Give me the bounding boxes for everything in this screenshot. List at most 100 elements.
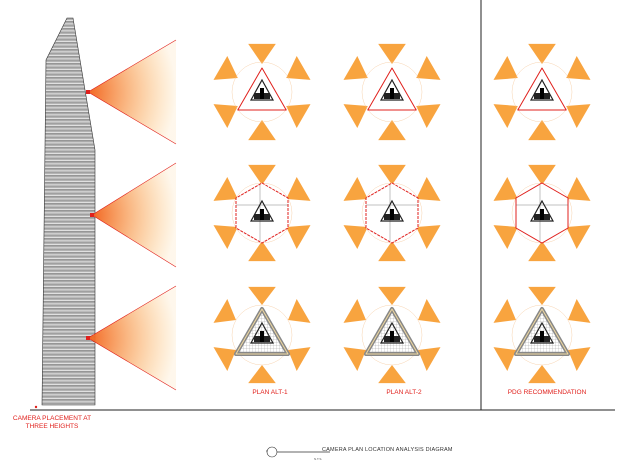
camera-cone <box>568 347 591 371</box>
view-circle <box>511 304 573 366</box>
building-core <box>529 321 555 344</box>
camera-view-cone <box>88 286 176 390</box>
camera-cone <box>528 43 556 64</box>
camera-view-edge <box>87 91 177 145</box>
view-circle <box>511 61 573 123</box>
camera-cone <box>213 299 236 323</box>
elevator-block <box>390 331 394 342</box>
camera-cone <box>343 177 368 201</box>
camera-cone <box>343 347 366 371</box>
view-circle <box>361 304 423 366</box>
camera-cone <box>213 347 236 371</box>
camera-cone <box>566 177 591 201</box>
camera-cone <box>213 104 238 128</box>
camera-cone <box>568 299 591 323</box>
rounded-floor-edge <box>365 308 419 355</box>
camera-cone <box>248 120 276 141</box>
elevator-block <box>540 331 544 342</box>
floor-plan <box>493 164 591 262</box>
camera-cone <box>566 56 591 80</box>
camera-cone <box>528 286 556 305</box>
elevator-block <box>390 88 394 99</box>
floor-plan <box>493 286 591 384</box>
camera-view-cone <box>88 40 176 144</box>
camera-cone <box>566 225 591 249</box>
camera-cone <box>493 56 518 80</box>
camera-cone <box>493 299 516 323</box>
camera-cone <box>528 365 556 384</box>
camera-cone <box>418 299 441 323</box>
column-label-alt2: PLAN ALT-2 <box>386 389 422 396</box>
camera-marker <box>86 90 90 94</box>
camera-cone <box>213 56 238 80</box>
floor-plan <box>213 286 311 384</box>
camera-cone <box>528 164 556 185</box>
camera-marker <box>90 213 94 217</box>
floor-plan <box>493 43 591 141</box>
camera-cone <box>493 347 516 371</box>
camera-cone <box>416 56 441 80</box>
camera-cone <box>416 177 441 201</box>
elevator-block <box>260 88 264 99</box>
rounded-floor-edge <box>235 308 289 355</box>
camera-cone <box>248 241 276 262</box>
camera-cone <box>528 241 556 262</box>
column-label-recommendation: PDG RECOMMENDATION <box>507 389 587 396</box>
camera-cone <box>378 286 406 305</box>
camera-cone <box>288 299 311 323</box>
camera-cone <box>248 365 276 384</box>
building-core <box>529 199 555 222</box>
building-core <box>249 78 275 101</box>
camera-cone <box>378 164 406 185</box>
camera-cone <box>493 177 518 201</box>
floor-plan <box>213 164 311 262</box>
camera-cone <box>343 299 366 323</box>
camera-cone <box>493 225 518 249</box>
camera-view-edge <box>91 162 177 216</box>
camera-cone <box>343 104 368 128</box>
view-circle <box>231 304 293 366</box>
camera-marker <box>86 336 90 340</box>
column-label-alt1: PLAN ALT-1 <box>252 389 288 396</box>
camera-cone <box>378 365 406 384</box>
camera-cone <box>248 164 276 185</box>
camera-cone <box>288 347 311 371</box>
camera-cone <box>528 120 556 141</box>
camera-cone <box>286 225 311 249</box>
camera-cone <box>416 225 441 249</box>
camera-cone <box>343 225 368 249</box>
camera-cone <box>566 104 591 128</box>
floor-plan <box>213 43 311 141</box>
diagram-title: CAMERA PLAN LOCATION ANALYSIS DIAGRAM <box>322 447 453 453</box>
camera-cone <box>248 43 276 64</box>
camera-cone <box>416 104 441 128</box>
camera-view-edge <box>87 39 177 93</box>
camera-cone <box>378 43 406 64</box>
view-circle <box>231 61 293 123</box>
camera-cone <box>213 177 238 201</box>
building-core <box>529 78 555 101</box>
elevator-block <box>540 88 544 99</box>
tower-elevation <box>41 17 96 406</box>
elevator-block <box>390 209 394 220</box>
elevator-block <box>260 209 264 220</box>
building-core <box>249 199 275 222</box>
camera-cone <box>248 286 276 305</box>
caption-marker <box>34 405 38 409</box>
floor-plan <box>343 164 441 262</box>
camera-cone <box>343 56 368 80</box>
camera-cone <box>493 104 518 128</box>
camera-view-edge <box>87 285 177 339</box>
camera-cone <box>378 120 406 141</box>
camera-cone <box>286 104 311 128</box>
camera-view-edge <box>87 337 177 391</box>
floor-plan <box>343 286 441 384</box>
building-core <box>379 321 405 344</box>
camera-cone <box>286 177 311 201</box>
camera-view-edge <box>91 214 177 268</box>
elevator-block <box>260 331 264 342</box>
building-core <box>379 199 405 222</box>
camera-view-cone <box>92 163 176 267</box>
tower-caption: CAMERA PLACEMENT AT THREE HEIGHTS <box>12 415 92 430</box>
